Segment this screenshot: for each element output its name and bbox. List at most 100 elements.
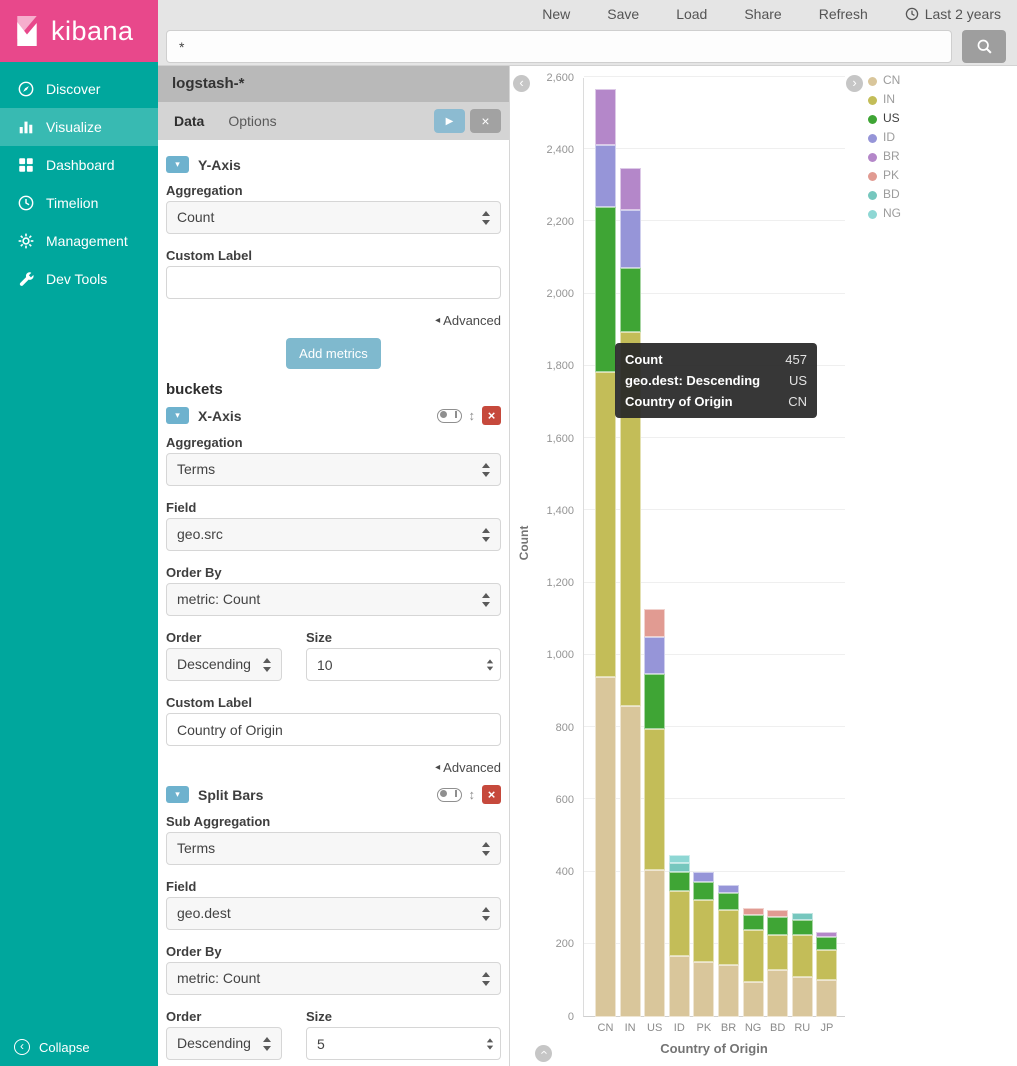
metric-aggregation-select[interactable]: Count: [166, 201, 501, 234]
bar-segment-US-CN[interactable]: [644, 870, 666, 1017]
bar-segment-ID-BD[interactable]: [668, 862, 690, 872]
bar-segment-IN-US[interactable]: [619, 267, 641, 332]
x-axis-custom-label-input[interactable]: [166, 713, 501, 746]
disable-bucket-toggle[interactable]: [436, 408, 462, 423]
apply-changes-button[interactable]: ▶: [434, 109, 465, 133]
collapse-legend-button[interactable]: ›: [846, 75, 863, 92]
bar-segment-RU-CN[interactable]: [791, 976, 813, 1017]
x-axis-advanced-toggle[interactable]: ◂ Advanced: [166, 760, 501, 775]
bar-US[interactable]: [644, 609, 666, 1017]
split-bars-aggregation-select[interactable]: Terms: [166, 832, 501, 865]
new-button[interactable]: New: [542, 6, 571, 22]
bar-segment-ID-US[interactable]: [668, 871, 690, 891]
metric-custom-label-input[interactable]: [166, 266, 501, 299]
collapse-metric-button[interactable]: ▾: [166, 156, 189, 173]
share-button[interactable]: Share: [744, 6, 782, 22]
legend-item-BD[interactable]: BD: [868, 187, 901, 206]
bar-segment-US-PK[interactable]: [644, 609, 666, 638]
bar-segment-ID-IN[interactable]: [668, 890, 690, 956]
bar-JP[interactable]: [816, 932, 838, 1017]
legend-item-NG[interactable]: NG: [868, 206, 901, 225]
split-bars-order-by-select[interactable]: metric: Count: [166, 962, 501, 995]
bar-segment-CN-IN[interactable]: [595, 371, 616, 678]
bar-segment-IN-CN[interactable]: [619, 706, 641, 1017]
search-button[interactable]: [962, 30, 1006, 63]
x-axis-aggregation-select[interactable]: Terms: [166, 453, 501, 486]
load-button[interactable]: Load: [676, 6, 708, 22]
bar-NG[interactable]: [742, 907, 764, 1017]
discard-changes-button[interactable]: ×: [470, 109, 501, 133]
x-axis-size-input[interactable]: [306, 648, 501, 681]
legend-item-ID[interactable]: ID: [868, 130, 901, 149]
sidebar-item-visualize[interactable]: Visualize: [0, 108, 158, 146]
bar-segment-BD-US[interactable]: [767, 916, 789, 936]
legend-item-PK[interactable]: PK: [868, 168, 901, 187]
split-bars-field-select[interactable]: geo.dest: [166, 897, 501, 930]
metric-advanced-toggle[interactable]: ◂ Advanced: [166, 313, 501, 328]
collapse-x-axis-button[interactable]: ▾: [166, 407, 189, 424]
refresh-button[interactable]: Refresh: [818, 6, 868, 22]
sidebar-collapse-button[interactable]: ‹ Collapse: [0, 1028, 158, 1066]
sidebar-item-management[interactable]: Management: [0, 222, 158, 260]
move-bucket-icon[interactable]: ↕: [468, 787, 476, 802]
split-bars-order-select[interactable]: Descending: [166, 1027, 282, 1060]
sidebar-item-dev-tools[interactable]: Dev Tools: [0, 260, 158, 298]
bar-segment-BR-ID[interactable]: [717, 885, 739, 894]
disable-bucket-toggle[interactable]: [436, 787, 462, 802]
legend-item-US[interactable]: US: [868, 111, 901, 130]
bar-segment-JP-US[interactable]: [816, 937, 838, 951]
add-metrics-button[interactable]: Add metrics: [286, 338, 381, 369]
bar-segment-PK-US[interactable]: [693, 881, 715, 900]
move-bucket-icon[interactable]: ↕: [468, 408, 476, 423]
bar-CN[interactable]: [595, 88, 616, 1017]
bar-PK[interactable]: [693, 871, 715, 1017]
x-axis-order-select[interactable]: Descending: [166, 648, 282, 681]
kibana-logo[interactable]: kibana: [0, 0, 158, 62]
bar-segment-RU-US[interactable]: [791, 919, 813, 936]
bar-segment-IN-BR[interactable]: [619, 167, 641, 210]
bar-segment-US-ID[interactable]: [644, 637, 666, 675]
bar-segment-RU-BD[interactable]: [791, 913, 813, 920]
spinner-icon[interactable]: [486, 1037, 494, 1050]
bar-segment-ID-NG[interactable]: [668, 854, 690, 863]
legend-item-BR[interactable]: BR: [868, 149, 901, 168]
time-picker[interactable]: Last 2 years: [905, 6, 1001, 22]
bar-segment-CN-BR[interactable]: [595, 88, 616, 145]
bar-segment-NG-CN[interactable]: [742, 981, 764, 1017]
bar-segment-CN-ID[interactable]: [595, 144, 616, 207]
tab-options[interactable]: Options: [228, 113, 277, 129]
bar-BR[interactable]: [717, 885, 739, 1017]
bar-segment-JP-CN[interactable]: [816, 980, 838, 1017]
bar-segment-BR-IN[interactable]: [717, 910, 739, 965]
bar-segment-RU-IN[interactable]: [791, 935, 813, 977]
bar-segment-BD-CN[interactable]: [767, 970, 789, 1017]
sidebar-item-timelion[interactable]: Timelion: [0, 184, 158, 222]
bar-segment-PK-CN[interactable]: [693, 962, 715, 1017]
bar-segment-CN-US[interactable]: [595, 206, 616, 372]
bar-RU[interactable]: [791, 913, 813, 1017]
bar-segment-IN-ID[interactable]: [619, 209, 641, 268]
legend-item-IN[interactable]: IN: [868, 92, 901, 111]
spinner-icon[interactable]: [486, 658, 494, 671]
legend-item-CN[interactable]: CN: [868, 73, 901, 92]
bar-segment-PK-IN[interactable]: [693, 900, 715, 963]
bar-BD[interactable]: [767, 910, 789, 1017]
bar-segment-JP-BR[interactable]: [816, 932, 838, 938]
tab-data[interactable]: Data: [174, 113, 205, 129]
bar-segment-PK-ID[interactable]: [693, 871, 715, 882]
bar-ID[interactable]: [668, 854, 690, 1017]
scroll-top-button[interactable]: ›: [535, 1045, 552, 1062]
bar-segment-CN-CN[interactable]: [595, 677, 616, 1017]
bar-segment-NG-PK[interactable]: [742, 907, 764, 915]
bar-segment-IN-IN[interactable]: [619, 331, 641, 707]
bar-segment-ID-CN[interactable]: [668, 955, 690, 1017]
collapse-split-bars-button[interactable]: ▾: [166, 786, 189, 803]
search-input[interactable]: [166, 30, 952, 63]
remove-x-axis-button[interactable]: ×: [482, 406, 501, 425]
collapse-editor-button[interactable]: ‹: [513, 75, 530, 92]
bar-segment-NG-IN[interactable]: [742, 929, 764, 982]
bar-IN[interactable]: [619, 167, 641, 1017]
bar-segment-JP-IN[interactable]: [816, 950, 838, 981]
sidebar-item-discover[interactable]: Discover: [0, 70, 158, 108]
bar-segment-BD-IN[interactable]: [767, 935, 789, 971]
